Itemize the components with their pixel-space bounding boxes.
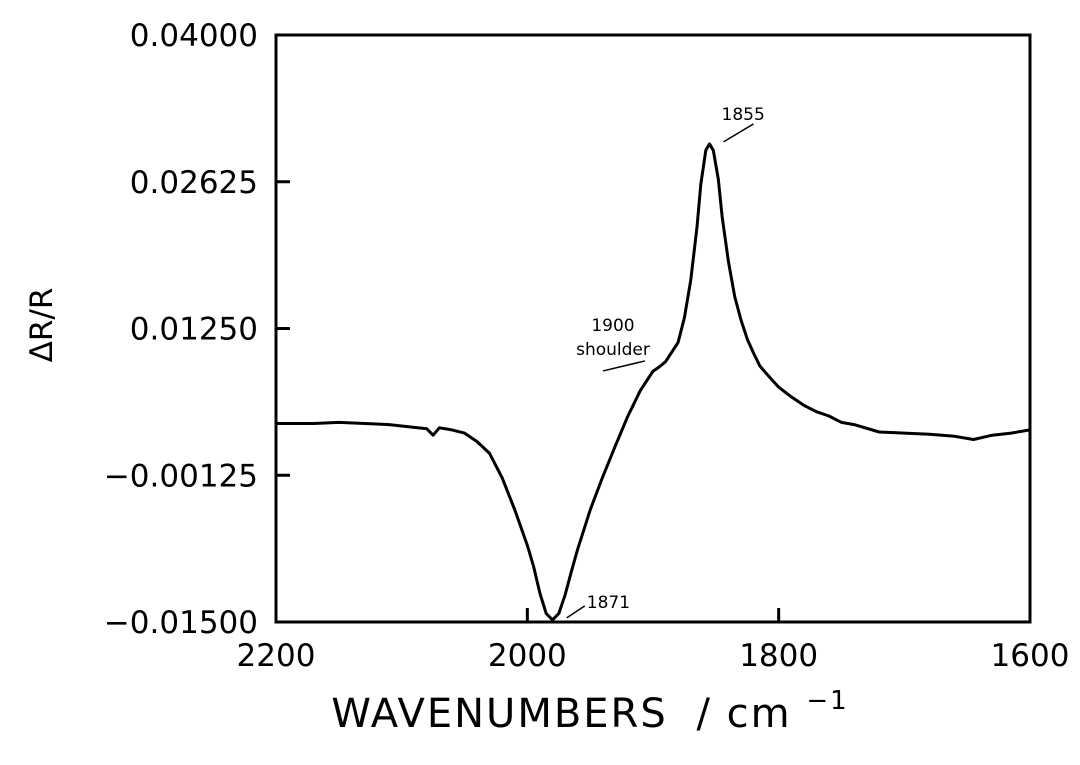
- tick-marks: [274, 33, 1032, 624]
- spectrum-line: [276, 142, 1031, 622]
- x-axis-title: WAVENUMBERS / cm −1: [331, 686, 848, 737]
- y-tick-label: 0.01250: [130, 312, 258, 348]
- x-axis-title-unit: / cm: [696, 691, 791, 737]
- x-axis-title-exponent: −1: [806, 686, 848, 716]
- annotation-1855: 1855: [722, 105, 765, 125]
- annotations: 1855 1900 shoulder 1871: [566, 105, 765, 619]
- y-tick-label: 0.04000: [130, 18, 258, 54]
- x-tick-label: 1800: [739, 638, 818, 674]
- y-axis-title: ΔR/R: [24, 288, 60, 363]
- annotation-1900: 1900: [591, 316, 634, 336]
- x-tick-label: 2000: [488, 638, 567, 674]
- x-tick-label: 2200: [237, 638, 316, 674]
- annotation-leader-shoulder: [602, 360, 646, 372]
- y-axis: 0.04000 0.02625 0.01250 −0.00125 −0.0150…: [104, 18, 258, 641]
- x-tick-label: 1600: [991, 638, 1070, 674]
- y-tick-label: −0.00125: [104, 458, 258, 494]
- annotation-leader-1871: [566, 605, 586, 619]
- x-axis: 2200 2000 1800 1600: [237, 638, 1070, 674]
- plot-frame: [274, 33, 1032, 624]
- annotation-shoulder: shoulder: [576, 340, 650, 360]
- x-axis-title-main: WAVENUMBERS: [331, 691, 667, 737]
- y-tick-label: −0.01500: [104, 605, 258, 641]
- y-tick-label: 0.02625: [130, 165, 258, 201]
- annotation-1871: 1871: [587, 593, 630, 613]
- annotation-leader-1855: [723, 123, 754, 143]
